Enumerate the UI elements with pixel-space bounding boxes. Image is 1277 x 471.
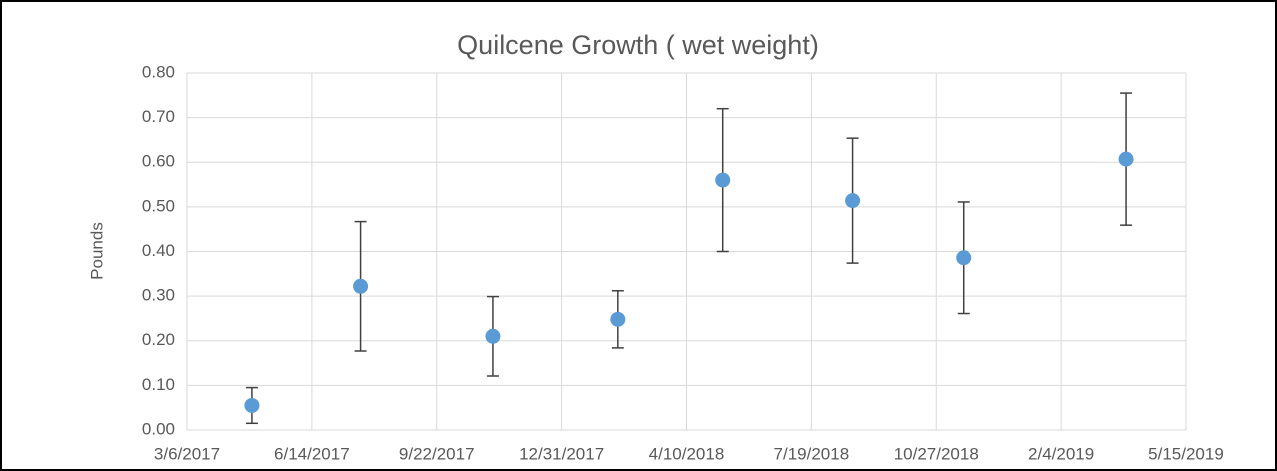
y-tick-label: 0.00 xyxy=(142,419,175,438)
y-tick-label: 0.10 xyxy=(142,375,175,394)
x-tick-label: 10/27/2018 xyxy=(894,444,979,463)
point xyxy=(610,311,626,327)
x-tick-label: 9/22/2017 xyxy=(399,444,475,463)
x-tick-label: 7/19/2018 xyxy=(774,444,850,463)
x-tick-label: 12/31/2017 xyxy=(519,444,604,463)
x-tick-label: 4/10/2018 xyxy=(649,444,725,463)
x-tick-label: 5/15/2019 xyxy=(1148,444,1224,463)
y-tick-label: 0.70 xyxy=(142,107,175,126)
x-tick-label: 2/4/2019 xyxy=(1028,444,1094,463)
point xyxy=(1118,151,1134,167)
y-tick-label: 0.50 xyxy=(142,196,175,215)
point xyxy=(244,397,260,413)
x-tick-label: 3/6/2017 xyxy=(154,444,220,463)
y-tick-label: 0.20 xyxy=(142,330,175,349)
y-tick-label: 0.40 xyxy=(142,241,175,260)
point xyxy=(845,193,861,209)
y-tick-label: 0.80 xyxy=(142,62,175,81)
point xyxy=(956,250,972,266)
point xyxy=(353,278,369,294)
point xyxy=(715,172,731,188)
y-tick-label: 0.30 xyxy=(142,286,175,305)
y-axis-label: Pounds xyxy=(87,222,106,280)
chart-title: Quilcene Growth ( wet weight) xyxy=(457,30,819,60)
x-tick-label: 6/14/2017 xyxy=(274,444,350,463)
point xyxy=(485,328,501,344)
y-tick-label: 0.60 xyxy=(142,152,175,171)
